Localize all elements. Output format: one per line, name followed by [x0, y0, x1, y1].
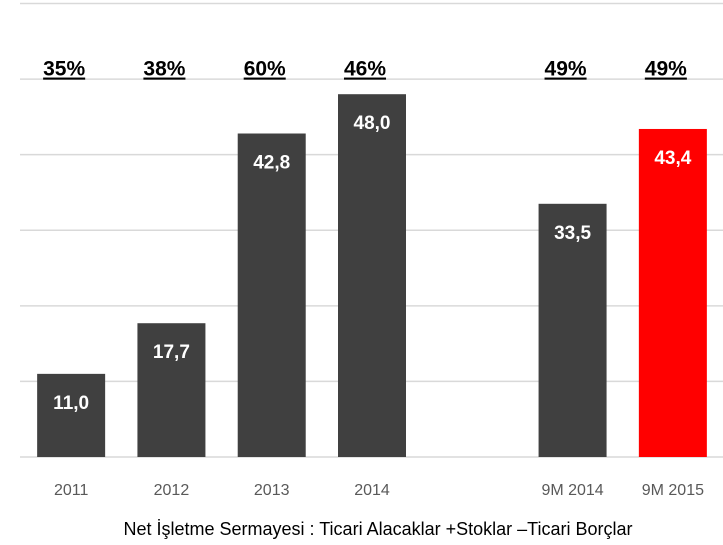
value-label: 42,8: [253, 153, 290, 174]
x-tick-label: 9M 2014: [541, 482, 603, 499]
footnote: Net İşletme Sermayesi : Ticari Alacaklar…: [124, 519, 633, 539]
value-label: 33,5: [554, 223, 591, 244]
annotation: 46%: [344, 58, 386, 81]
annotation: 60%: [244, 58, 286, 81]
bar: [37, 373, 106, 457]
bar: [638, 128, 707, 458]
annotation: 49%: [545, 58, 587, 81]
x-tick-label: 2014: [354, 482, 390, 499]
bar: [538, 203, 607, 457]
value-label: 43,4: [654, 148, 691, 169]
bar: [137, 323, 206, 457]
value-label: 17,7: [153, 342, 190, 363]
value-label: 11,0: [53, 393, 89, 414]
annotation: 38%: [143, 58, 185, 81]
x-tick-label: 2012: [154, 482, 190, 499]
bar: [237, 133, 306, 457]
annotation: 49%: [645, 58, 687, 81]
bar: [338, 94, 406, 457]
x-tick-label: 2013: [254, 482, 290, 499]
x-tick-label: 2011: [54, 482, 89, 499]
x-tick-label: 9M 2015: [642, 482, 704, 499]
value-label: 48,0: [354, 113, 391, 134]
annotation: 35%: [43, 58, 85, 81]
